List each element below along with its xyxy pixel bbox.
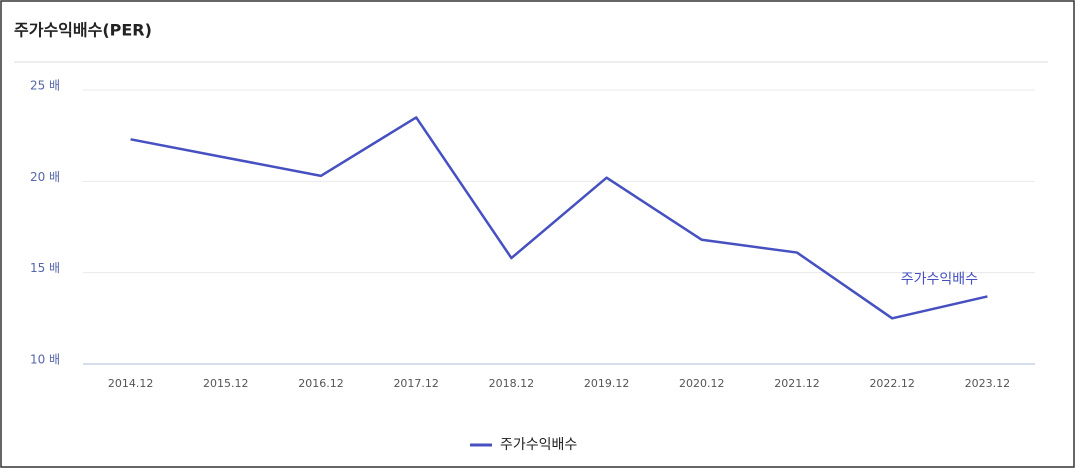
x-tick-label: 2023.12 — [965, 377, 1011, 390]
x-tick-label: 2018.12 — [489, 377, 535, 390]
y-tick-label: 25 배 — [30, 79, 60, 93]
chart-title: 주가수익배수(PER) — [14, 21, 152, 40]
y-tick-label: 15 배 — [30, 261, 60, 275]
y-tick-label: 20 배 — [30, 170, 60, 184]
y-tick-label: 10 배 — [30, 353, 60, 367]
series-label: 주가수익배수 — [901, 271, 978, 287]
legend-label: 주가수익배수 — [500, 437, 577, 453]
x-tick-label: 2022.12 — [869, 377, 915, 390]
x-tick-label: 2017.12 — [393, 377, 439, 390]
x-tick-label: 2020.12 — [679, 377, 725, 390]
x-tick-label: 2016.12 — [298, 377, 344, 390]
series-line — [130, 116, 988, 320]
x-tick-label: 2015.12 — [203, 377, 249, 390]
x-tick-label: 2021.12 — [774, 377, 820, 390]
x-tick-label: 2019.12 — [584, 377, 630, 390]
x-tick-label: 2014.12 — [108, 377, 154, 390]
